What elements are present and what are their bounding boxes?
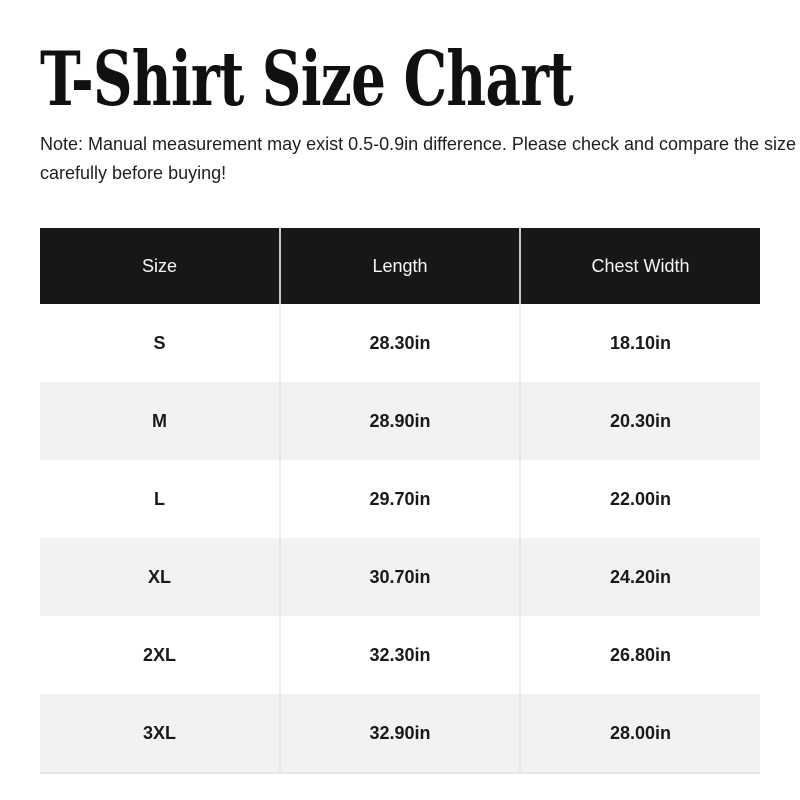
measurement-note: Note: Manual measurement may exist 0.5-0…	[40, 130, 797, 188]
cell-length: 28.90in	[280, 382, 521, 460]
cell-length: 29.70in	[280, 460, 521, 538]
table-row-3xl: 3XL 32.90in 28.00in	[40, 694, 760, 774]
cell-chest-width: 24.20in	[520, 538, 760, 616]
table-row-m: M 28.90in 20.30in	[40, 382, 760, 460]
measurement-note-line1: Note: Manual measurement may exist 0.5-0…	[40, 134, 797, 154]
table-row-l: L 29.70in 22.00in	[40, 460, 760, 538]
column-header-size: Size	[40, 228, 281, 304]
cell-chest-width: 20.30in	[520, 382, 760, 460]
column-header-length: Length	[280, 228, 521, 304]
cell-size: M	[40, 382, 281, 460]
table-row-s: S 28.30in 18.10in	[40, 304, 760, 382]
column-header-chest-width: Chest Width	[520, 228, 760, 304]
cell-size: 2XL	[40, 616, 281, 694]
measurement-note-line2: carefully before buying!	[40, 163, 227, 183]
cell-chest-width: 18.10in	[520, 304, 760, 382]
cell-size: XL	[40, 538, 281, 616]
cell-chest-width: 28.00in	[520, 694, 760, 774]
table-header: Size Length Chest Width	[40, 228, 760, 304]
table-row-xl: XL 30.70in 24.20in	[40, 538, 760, 616]
cell-length: 30.70in	[280, 538, 521, 616]
table-row-2xl: 2XL 32.30in 26.80in	[40, 616, 760, 694]
cell-size: S	[40, 304, 281, 382]
cell-chest-width: 22.00in	[520, 460, 760, 538]
table-body: S 28.30in 18.10in M 28.90in 20.30in L 29…	[40, 304, 760, 774]
cell-length: 32.90in	[280, 694, 521, 774]
cell-chest-width: 26.80in	[520, 616, 760, 694]
header-row: Size Length Chest Width	[40, 228, 760, 304]
cell-size: L	[40, 460, 281, 538]
cell-length: 28.30in	[280, 304, 521, 382]
size-chart-table: Size Length Chest Width S 28.30in 18.10i…	[40, 228, 760, 774]
cell-size: 3XL	[40, 694, 281, 774]
cell-length: 32.30in	[280, 616, 521, 694]
page-title: T-Shirt Size Chart	[40, 35, 574, 123]
